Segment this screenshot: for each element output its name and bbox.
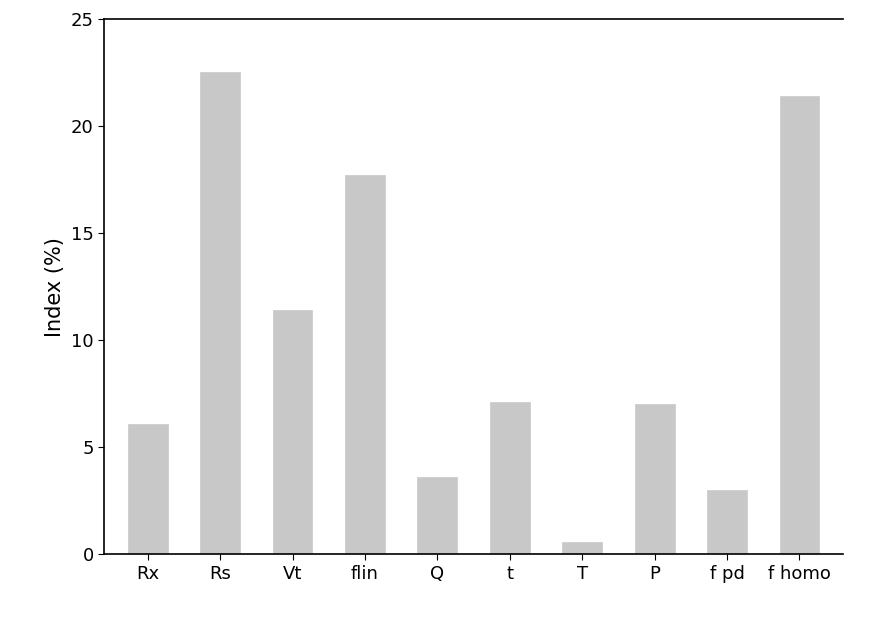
Bar (417, 478, 457, 554)
Bar (273, 310, 313, 554)
Bar (562, 542, 602, 554)
Bar (128, 424, 168, 554)
Bar (707, 490, 747, 554)
Bar (200, 72, 240, 554)
Bar (345, 175, 385, 554)
Bar (490, 403, 530, 554)
Y-axis label: Index (%): Index (%) (45, 237, 65, 336)
Bar (779, 96, 819, 554)
Bar (634, 404, 674, 554)
